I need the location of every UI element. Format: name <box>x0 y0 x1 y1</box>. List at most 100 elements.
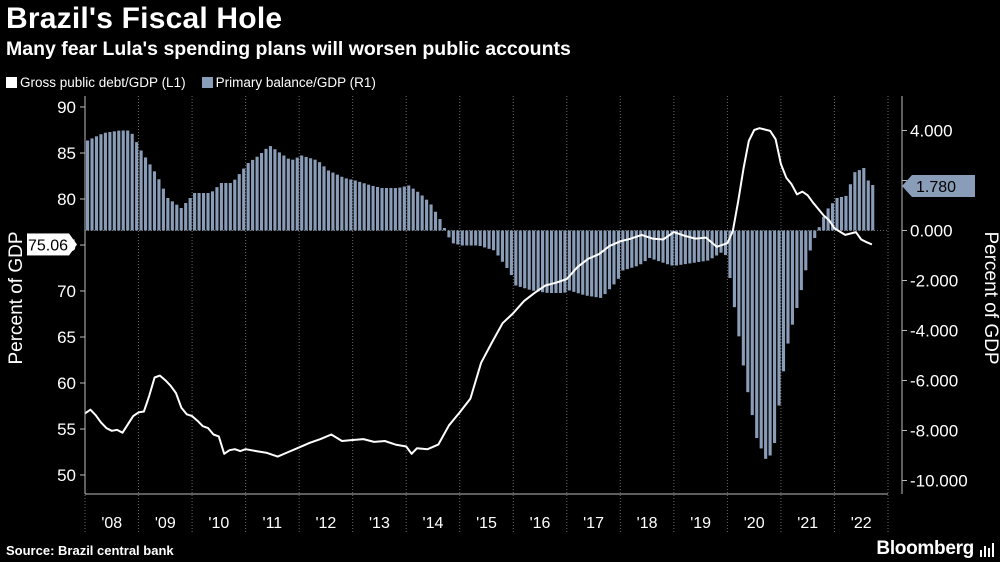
x-axis-tick-label: '17 <box>583 515 604 532</box>
primary-balance-bar <box>594 230 598 298</box>
primary-balance-bar <box>273 149 277 231</box>
primary-balance-bar <box>496 230 500 256</box>
legend-item-primary: Primary balance/GDP (R1) <box>201 75 376 90</box>
primary-balance-bar <box>219 183 223 231</box>
primary-balance-bar <box>228 183 232 231</box>
primary-balance-bar <box>549 230 554 293</box>
primary-balance-bar <box>804 230 808 271</box>
primary-balance-bar <box>576 230 580 294</box>
primary-balance-bar <box>157 179 161 231</box>
primary-balance-bar <box>375 186 380 231</box>
primary-balance-bar <box>367 184 371 231</box>
primary-balance-bar <box>286 158 290 231</box>
primary-balance-bar <box>607 230 612 290</box>
bloomberg-chart-icon <box>980 543 994 557</box>
primary-balance-bar <box>398 187 402 231</box>
primary-balance-bar <box>143 157 148 231</box>
primary-balance-bar <box>438 219 442 231</box>
right-axis-tick-label: 0.000 <box>910 222 953 241</box>
primary-balance-bar <box>759 230 763 449</box>
primary-balance-bar <box>817 227 821 231</box>
x-axis-tick-label: '18 <box>637 515 658 532</box>
primary-balance-bar <box>251 159 255 231</box>
primary-balance-bar <box>447 230 451 238</box>
primary-balance-bar <box>291 159 295 231</box>
primary-balance-bar <box>117 130 121 231</box>
x-axis-tick-label: '11 <box>263 515 283 532</box>
source-note: Source: Brazil central bank <box>6 543 174 558</box>
primary-balance-bar <box>130 133 134 231</box>
primary-balance-bar <box>402 186 406 231</box>
primary-balance-bar <box>282 155 286 231</box>
primary-balance-bar <box>255 156 259 231</box>
primary-balance-bar <box>741 230 745 366</box>
primary-balance-bar <box>527 230 531 290</box>
left-axis-tick-label: 85 <box>57 144 76 163</box>
primary-balance-bar <box>433 211 438 231</box>
primary-balance-bar <box>295 157 299 231</box>
primary-balance-bar <box>545 230 549 293</box>
chart-title: Brazil's Fiscal Hole <box>6 2 283 35</box>
debt-last-value-box <box>27 233 69 256</box>
primary-balance-bar <box>505 230 509 268</box>
primary-balance-bar <box>862 168 866 231</box>
primary-balance-bar <box>349 179 353 231</box>
legend-label-debt: Gross public debt/GDP (L1) <box>20 75 186 90</box>
primary-balance-bar <box>224 183 228 231</box>
right-axis-tick-label: -6.000 <box>910 372 958 391</box>
legend-swatch-debt <box>6 77 17 88</box>
primary-balance-bar <box>781 230 786 372</box>
primary-balance-bar <box>518 230 522 287</box>
primary-balance-bar <box>126 130 130 231</box>
primary-balance-bar <box>558 230 563 293</box>
primary-balance-bar <box>839 196 844 231</box>
legend-label-primary: Primary balance/GDP (R1) <box>215 75 376 90</box>
legend: Gross public debt/GDP (L1) Primary balan… <box>6 75 392 90</box>
primary-balance-bar <box>541 230 545 293</box>
primary-balance-bar <box>857 170 861 231</box>
primary-balance-bar <box>634 230 638 267</box>
x-axis-tick-label: '22 <box>851 515 872 532</box>
primary-balance-bar <box>630 230 634 268</box>
primary-balance-bar <box>425 199 429 231</box>
primary-balance-bar <box>750 230 754 416</box>
primary-balance-bar <box>661 230 665 263</box>
primary-balance-bar <box>313 159 317 231</box>
x-axis-tick-label: '15 <box>476 515 497 532</box>
primary-balance-bar <box>764 230 768 459</box>
primary-balance-bar <box>353 180 357 231</box>
primary-balance-bar <box>331 172 335 231</box>
primary-balance-bar <box>621 230 625 271</box>
primary-balance-bar <box>469 230 473 246</box>
primary-balance-bar <box>300 155 304 231</box>
x-axis-tick-label: '21 <box>797 515 818 532</box>
primary-balance-bar <box>679 230 683 265</box>
primary-balance-bar <box>831 203 835 231</box>
primary-balance-bar <box>135 142 139 231</box>
primary-balance-bar <box>500 230 505 262</box>
primary-balance-bar <box>625 230 629 270</box>
primary-balance-bar <box>242 168 246 231</box>
primary-balance-bar <box>590 230 594 297</box>
primary-balance-bar <box>657 230 661 262</box>
primary-balance-bar <box>442 228 447 231</box>
primary-balance-bar <box>599 230 603 298</box>
primary-balance-bar <box>755 230 759 438</box>
primary-balance-bar <box>90 138 94 231</box>
x-axis-tick-label: '09 <box>155 515 176 532</box>
left-axis-tick-label: 60 <box>57 374 76 393</box>
primary-balance-bar <box>322 166 326 231</box>
primary-balance-bar <box>532 230 536 291</box>
primary-balance-bar <box>822 216 826 231</box>
right-axis-tick-label: -2.000 <box>910 272 958 291</box>
primary-last-value-box <box>902 175 975 197</box>
primary-balance-bar <box>728 230 732 278</box>
primary-balance-bar <box>94 136 99 231</box>
primary-balance-bar <box>773 230 777 443</box>
primary-balance-bar <box>112 131 116 231</box>
primary-balance-bar <box>536 230 540 292</box>
primary-balance-bar <box>326 170 331 231</box>
primary-balance-bar <box>108 132 112 231</box>
primary-balance-bar <box>166 198 170 231</box>
